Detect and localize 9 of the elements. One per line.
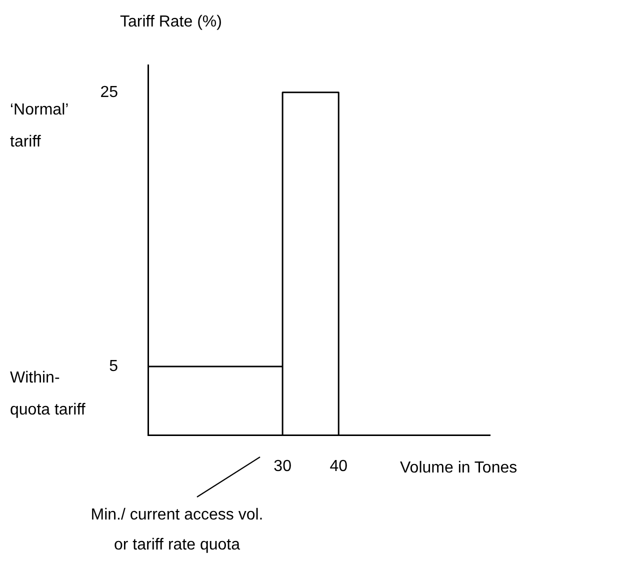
text: ‘Normal’ tariff bbox=[10, 101, 69, 150]
x-axis-title: Volume in Tones bbox=[400, 459, 518, 476]
text: Min./ current access vol. or tariff rate quota bbox=[90, 506, 264, 554]
x-tick-label: 30 bbox=[274, 458, 292, 476]
y-tick-label: 25 bbox=[100, 84, 118, 101]
x-tick-label: 40 bbox=[330, 458, 348, 476]
y-tick-label: 5 bbox=[109, 358, 118, 375]
y-axis-title: Tariff Rate (%) bbox=[120, 13, 222, 30]
text: Within-quota tariff bbox=[10, 369, 86, 418]
